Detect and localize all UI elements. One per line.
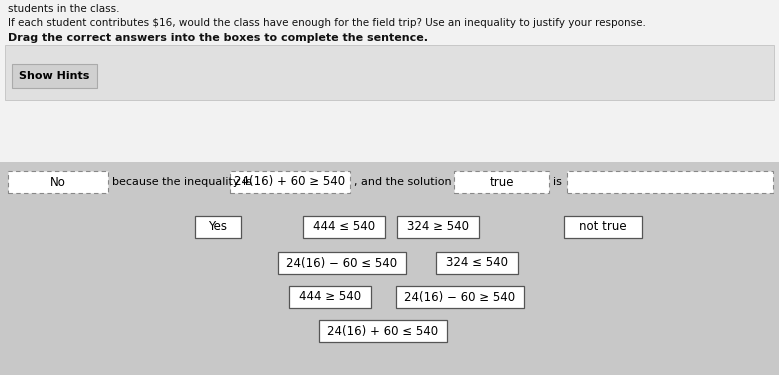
- FancyBboxPatch shape: [564, 216, 642, 238]
- Text: Yes: Yes: [209, 220, 227, 234]
- FancyBboxPatch shape: [397, 216, 479, 238]
- FancyBboxPatch shape: [289, 286, 371, 308]
- FancyBboxPatch shape: [319, 320, 447, 342]
- Text: 444 ≥ 540: 444 ≥ 540: [299, 291, 361, 303]
- Text: 324 ≤ 540: 324 ≤ 540: [446, 256, 508, 270]
- Text: 24(16) + 60 ≥ 540: 24(16) + 60 ≥ 540: [234, 176, 346, 189]
- Text: 24(16) − 60 ≤ 540: 24(16) − 60 ≤ 540: [287, 256, 397, 270]
- FancyBboxPatch shape: [0, 0, 779, 162]
- Text: If each student contributes $16, would the class have enough for the field trip?: If each student contributes $16, would t…: [8, 18, 646, 28]
- Text: Show Hints: Show Hints: [19, 71, 89, 81]
- FancyBboxPatch shape: [0, 162, 779, 375]
- Text: true: true: [489, 176, 513, 189]
- FancyBboxPatch shape: [454, 171, 549, 193]
- FancyBboxPatch shape: [230, 171, 350, 193]
- Text: , and the solution: , and the solution: [354, 177, 452, 187]
- Text: is: is: [553, 177, 562, 187]
- FancyBboxPatch shape: [8, 171, 108, 193]
- Text: No: No: [50, 176, 66, 189]
- Text: students in the class.: students in the class.: [8, 4, 119, 14]
- Text: not true: not true: [580, 220, 627, 234]
- FancyBboxPatch shape: [195, 216, 241, 238]
- FancyBboxPatch shape: [436, 252, 518, 274]
- Text: Drag the correct answers into the boxes to complete the sentence.: Drag the correct answers into the boxes …: [8, 33, 428, 43]
- FancyBboxPatch shape: [396, 286, 524, 308]
- FancyBboxPatch shape: [278, 252, 406, 274]
- Text: 324 ≥ 540: 324 ≥ 540: [407, 220, 469, 234]
- FancyBboxPatch shape: [303, 216, 385, 238]
- Text: 24(16) − 60 ≥ 540: 24(16) − 60 ≥ 540: [404, 291, 516, 303]
- Text: because the inequality is: because the inequality is: [112, 177, 252, 187]
- FancyBboxPatch shape: [567, 171, 773, 193]
- Text: 444 ≤ 540: 444 ≤ 540: [313, 220, 375, 234]
- Text: 24(16) + 60 ≤ 540: 24(16) + 60 ≤ 540: [327, 324, 439, 338]
- FancyBboxPatch shape: [5, 45, 774, 100]
- FancyBboxPatch shape: [12, 64, 97, 88]
